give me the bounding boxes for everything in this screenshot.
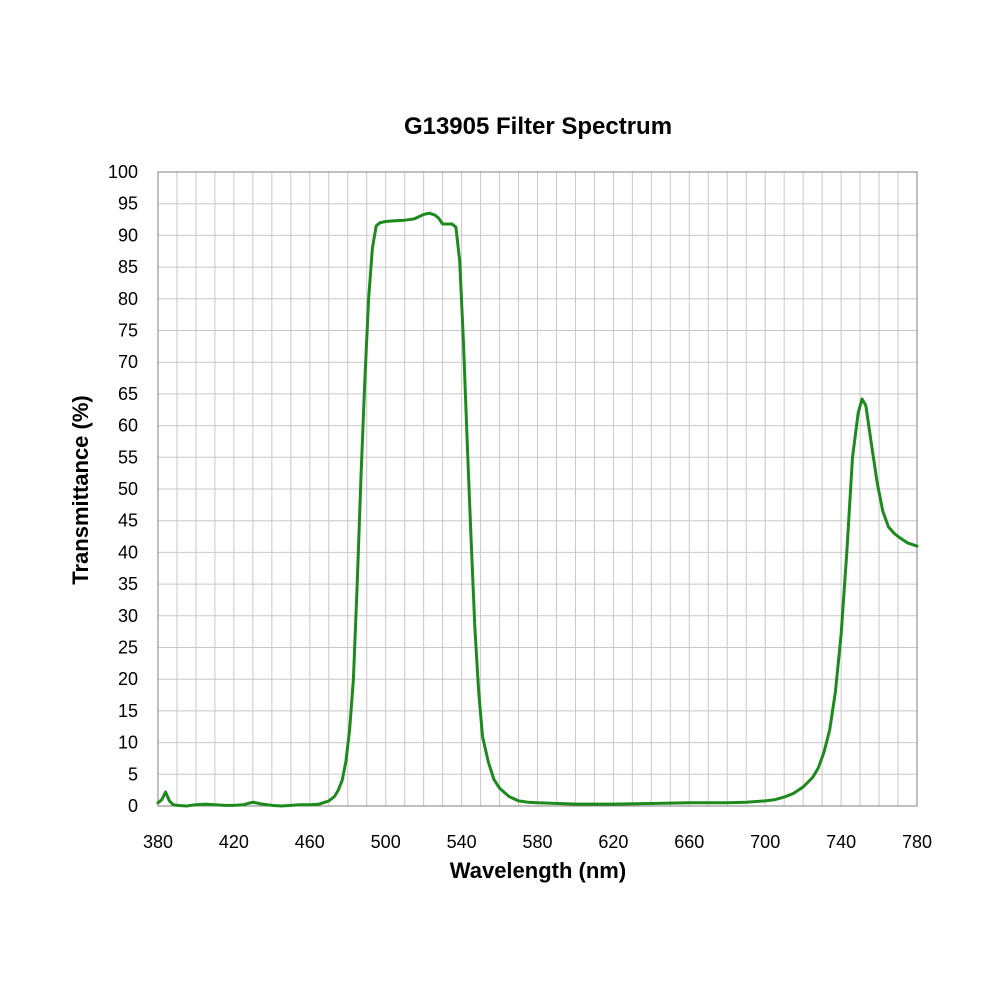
y-tick-label: 85 bbox=[118, 257, 138, 277]
x-tick-label: 660 bbox=[674, 832, 704, 852]
x-tick-label: 540 bbox=[447, 832, 477, 852]
y-tick-label: 80 bbox=[118, 289, 138, 309]
x-tick-label: 740 bbox=[826, 832, 856, 852]
series-line-transmittance bbox=[156, 211, 919, 808]
y-tick-label: 55 bbox=[118, 447, 138, 467]
y-axis-ticks: 0 5 10 15 20 25 30 35 40 45 50 55 60 65 70 75 80 85 90 95 10… bbox=[108, 162, 138, 816]
y-tick-label: 70 bbox=[118, 352, 138, 372]
y-tick-label: 20 bbox=[118, 669, 138, 689]
x-tick-label: 460 bbox=[295, 832, 325, 852]
y-tick-label: 65 bbox=[118, 384, 138, 404]
y-axis-label: Transmittance (%) bbox=[68, 395, 93, 585]
chart-title: G13905 Filter Spectrum bbox=[404, 113, 672, 140]
x-axis-ticks: 380 420 460 500 540 580 620 660 700 740 780 bbox=[143, 832, 932, 852]
y-tick-label: 30 bbox=[118, 606, 138, 626]
y-tick-label: 10 bbox=[118, 733, 138, 753]
y-tick-label: 5 bbox=[128, 764, 138, 784]
x-tick-label: 700 bbox=[750, 832, 780, 852]
y-tick-label: 90 bbox=[118, 225, 138, 245]
plot-frame bbox=[157, 171, 918, 807]
y-tick-label: 50 bbox=[118, 479, 138, 499]
y-tick-label: 75 bbox=[118, 321, 138, 341]
x-tick-label: 580 bbox=[522, 832, 552, 852]
y-tick-label: 40 bbox=[118, 542, 138, 562]
y-tick-label: 25 bbox=[118, 638, 138, 658]
x-tick-label: 380 bbox=[143, 832, 173, 852]
x-tick-label: 500 bbox=[371, 832, 401, 852]
grid bbox=[157, 171, 918, 807]
series-layer bbox=[156, 211, 919, 808]
y-tick-label: 100 bbox=[108, 162, 138, 182]
x-tick-label: 780 bbox=[902, 832, 932, 852]
y-tick-label: 35 bbox=[118, 574, 138, 594]
y-tick-label: 0 bbox=[128, 796, 138, 816]
y-tick-label: 15 bbox=[118, 701, 138, 721]
x-tick-label: 420 bbox=[219, 832, 249, 852]
y-tick-label: 95 bbox=[118, 194, 138, 214]
x-tick-label: 620 bbox=[598, 832, 628, 852]
y-tick-label: 45 bbox=[118, 511, 138, 531]
y-tick-label: 60 bbox=[118, 416, 138, 436]
x-axis-label: Wavelength (nm) bbox=[450, 858, 626, 883]
